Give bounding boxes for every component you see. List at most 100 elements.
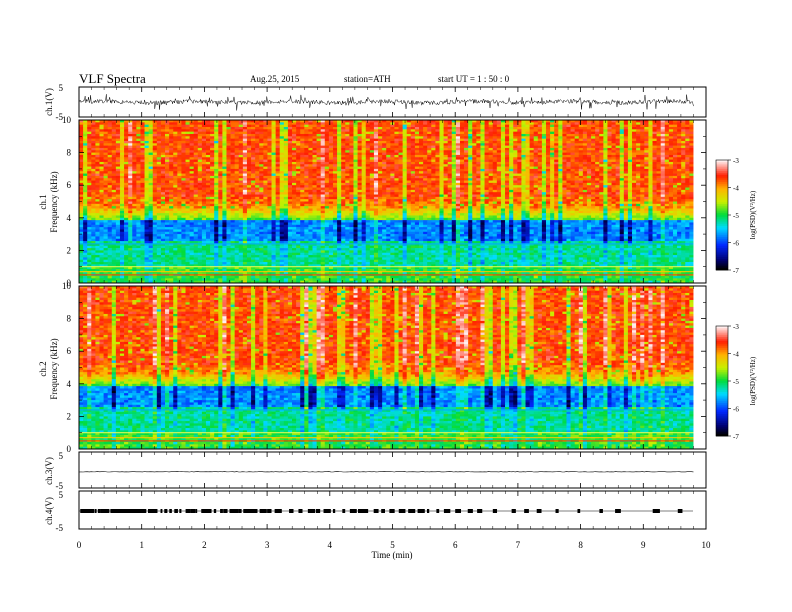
ch4-pulse (208, 509, 212, 513)
ch4-pulse (524, 509, 529, 513)
ch4-pulse (577, 509, 580, 513)
frequency-tick-label: 2 (67, 245, 72, 255)
x-axis-tick-labels: 0 1 2 3 4 5 6 7 8 9 10 (77, 540, 711, 550)
ch4-pulse (556, 509, 559, 513)
ch4-pulse (308, 509, 315, 513)
colorbar-tick-label: -6 (733, 406, 739, 414)
ch4-pulse (260, 509, 267, 513)
ch4-pulse (444, 509, 450, 513)
colorbar-label: log(PSD)(V²/Hz) (749, 356, 757, 405)
ch4-pulse (418, 509, 425, 513)
ch4-pulse (381, 509, 385, 513)
ch4-pulse (201, 509, 208, 513)
colorbar-tick-label: -5 (733, 378, 739, 386)
ch1-waveform-panel: 5 -5 ch.1(V) (44, 83, 706, 122)
frequency-tick-label: 4 (67, 213, 72, 223)
x-tick-label: 5 (390, 540, 395, 550)
ch2-frequency-label: Frequency (kHz) (49, 338, 59, 399)
frequency-tick-label: 8 (67, 314, 72, 324)
ch4-pulse (151, 509, 156, 513)
ch4-pulse (678, 509, 683, 513)
frequency-tick-label: 6 (67, 346, 72, 356)
ch4-pulse (164, 509, 167, 513)
ch4-pulse (615, 509, 621, 513)
ch4-pulse (316, 509, 320, 513)
x-axis-label: Time (min) (372, 550, 413, 560)
ch4-ytick-top: 5 (59, 490, 64, 500)
colorbar-tick-label: -6 (733, 240, 739, 248)
ch4-pulse (118, 509, 122, 513)
ch3-waveform-panel: 5 -5 ch.3(V) (44, 451, 706, 491)
ch4-pulse (599, 509, 603, 513)
ch3-ylabel: ch.3(V) (44, 457, 54, 485)
ch4-pulse (239, 509, 242, 513)
frequency-tick-label: 6 (67, 180, 72, 190)
ch4-pulse (179, 509, 181, 513)
ch4-pulse (512, 509, 516, 513)
ch4-pulse (174, 509, 178, 513)
ch4-pulse (324, 509, 331, 513)
ch4-waveform-panel: 5 -5 ch.4(V) (44, 490, 706, 533)
ch4-ytick-bottom: -5 (56, 523, 64, 533)
ch4-pulse (455, 509, 461, 513)
frequency-tick-label: 10 (62, 115, 72, 125)
ch2-channel-label: ch.2 (38, 361, 48, 376)
x-tick-label: 2 (202, 540, 207, 550)
colorbar-tick-label: -5 (733, 212, 739, 220)
frequency-tick-label: 0 (67, 444, 72, 454)
ch4-pulse (267, 509, 271, 513)
ch3-ytick-top: 5 (59, 451, 64, 461)
ch1-channel-label: ch.1 (38, 194, 48, 209)
frequency-tick-label: 10 (62, 281, 72, 291)
x-tick-label: 9 (641, 540, 646, 550)
x-tick-label: 6 (453, 540, 458, 550)
colorbar-tick-label: -4 (733, 185, 739, 193)
x-tick-label: 10 (702, 540, 712, 550)
ch1-ytick-top: 5 (59, 83, 64, 93)
station-label: station=ATH (344, 74, 391, 84)
ch4-pulse (298, 509, 302, 513)
ch4-pulse (374, 509, 379, 513)
ch2-spectrogram-panel: 0 2 4 6 8 10 ch.2 Frequency (kHz) (38, 281, 706, 454)
colorbar-tick-label: -4 (733, 351, 739, 359)
frequency-tick-label: 4 (67, 379, 72, 389)
frequency-tick-label: 2 (67, 411, 72, 421)
colorbar-tick-label: -7 (733, 267, 739, 275)
ch1-frequency-label: Frequency (kHz) (49, 171, 59, 232)
ch4-pulse (196, 509, 198, 513)
ch4-pulse (98, 509, 101, 513)
ch4-pulse (408, 509, 415, 513)
ch4-pulse (477, 509, 482, 513)
colorbar-tick-label: -3 (733, 157, 739, 165)
ch4-pulse (220, 509, 223, 513)
ch4-pulse (229, 509, 236, 513)
colorbar-label: log(PSD)(V²/Hz) (749, 190, 757, 239)
ch4-pulse (389, 509, 394, 513)
ch4-pulse (95, 509, 97, 513)
colorbar-tick-label: -7 (733, 433, 739, 441)
ch4-pulse (100, 509, 103, 513)
x-tick-label: 1 (139, 540, 144, 550)
ch4-pulse (214, 509, 216, 513)
ch3-waveform-frame (79, 452, 706, 488)
x-tick-label: 4 (328, 540, 333, 550)
ch4-pulse (289, 509, 293, 513)
ch4-pulse (107, 509, 109, 513)
ch4-pulse (169, 509, 172, 513)
date-label: Aug.25, 2015 (250, 74, 300, 84)
figure-title: VLF Spectra (79, 71, 146, 86)
ch1-spectrogram-image (79, 120, 706, 283)
x-tick-label: 3 (265, 540, 270, 550)
start-time-label: start UT = 1 : 50 : 0 (438, 74, 510, 84)
ch4-pulse (280, 509, 282, 513)
ch2-spectrogram-image (79, 286, 706, 449)
ch4-pulse (223, 509, 227, 513)
ch1-colorbar: -3 -4 -5 -6 -7 log(PSD)(V²/Hz) (716, 157, 757, 275)
x-tick-label: 7 (516, 540, 521, 550)
ch4-pulse (92, 509, 95, 513)
ch4-pulse (436, 509, 439, 513)
ch4-pulse (342, 509, 345, 513)
x-tick-label: 8 (578, 540, 583, 550)
